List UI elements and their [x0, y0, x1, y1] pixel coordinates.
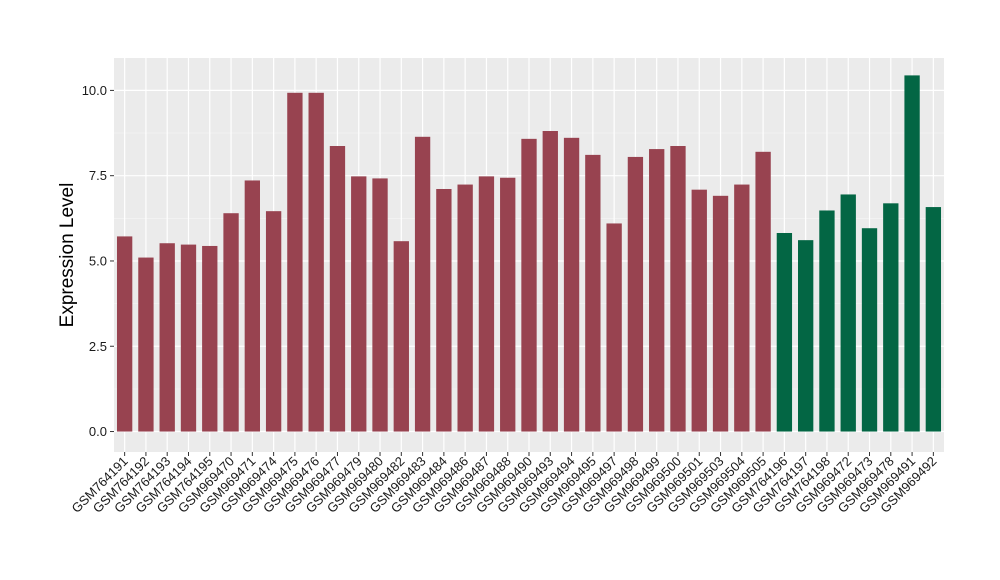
y-tick-label: 10.0: [82, 83, 107, 98]
bar-gsm969500: [670, 146, 686, 432]
bar-gsm969475: [287, 92, 303, 432]
bar-gsm764195: [202, 245, 218, 432]
bar-gsm969503: [712, 195, 729, 432]
y-tick-label: 5.0: [89, 253, 107, 268]
bar-gsm764194: [180, 244, 197, 432]
bar-gsm969491: [904, 75, 920, 432]
bar-gsm969497: [606, 223, 622, 432]
bar-gsm969477: [329, 146, 346, 432]
y-tick-label: 7.5: [89, 168, 107, 183]
bar-gsm764197: [798, 240, 814, 432]
bar-gsm969501: [691, 189, 707, 432]
bar-gsm764196: [776, 232, 793, 432]
bar-gsm969472: [840, 194, 856, 432]
bar-gsm764193: [159, 243, 175, 432]
bar-gsm969486: [457, 184, 473, 432]
bars: [116, 75, 942, 432]
bar-gsm969478: [883, 203, 899, 432]
bar-gsm969495: [585, 154, 601, 432]
bar-gsm969473: [861, 228, 878, 432]
bar-gsm969505: [755, 151, 771, 432]
bar-gsm969499: [649, 149, 665, 432]
bar-gsm969474: [265, 211, 282, 432]
bar-gsm969490: [521, 138, 537, 432]
bar-gsm969471: [244, 180, 260, 432]
bar-gsm969484: [436, 188, 452, 432]
bar-gsm969480: [372, 178, 388, 432]
y-tick-label: 0.0: [89, 424, 107, 439]
bar-gsm764198: [819, 210, 835, 432]
bar-gsm969483: [414, 136, 431, 432]
bar-gsm969504: [734, 184, 750, 432]
bar-gsm969482: [393, 241, 409, 432]
bar-gsm969492: [925, 207, 942, 432]
y-axis: 0.0 2.5 5.0 7.5 10.0: [82, 83, 114, 439]
bar-gsm969494: [563, 137, 580, 432]
bar-gsm969479: [351, 176, 367, 432]
bar-gsm969476: [308, 92, 324, 432]
bar-gsm764191: [116, 236, 133, 432]
bar-gsm969487: [478, 176, 495, 432]
y-axis-title: Expression Level: [57, 183, 78, 328]
bar-gsm764192: [138, 257, 154, 432]
x-axis: GSM764191GSM764192GSM764193GSM764194GSM7…: [69, 452, 939, 516]
y-tick-label: 2.5: [89, 339, 107, 354]
bar-gsm969498: [627, 156, 644, 432]
bar-gsm969470: [223, 213, 239, 432]
bar-gsm969493: [542, 131, 558, 432]
bar-gsm969488: [500, 177, 516, 432]
